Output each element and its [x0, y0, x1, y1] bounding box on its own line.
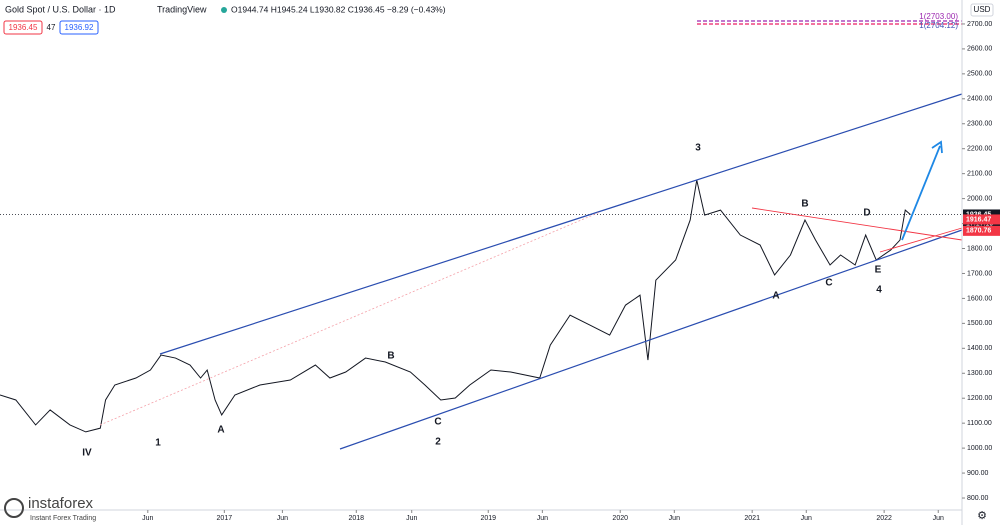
- price-marker: [963, 225, 1000, 236]
- x-tick-label: 2021: [744, 515, 760, 522]
- y-tick-label: 1700.00: [967, 270, 992, 277]
- logo-tagline: Instant Forex Trading: [30, 515, 96, 522]
- lower-channel: [339, 229, 963, 450]
- target-label: 1(2704.12): [919, 21, 958, 30]
- wave-label: 4: [876, 285, 882, 296]
- symbol-title: Gold Spot / U.S. Dollar · 1D: [5, 4, 116, 14]
- currency-box[interactable]: [970, 3, 994, 17]
- buy-price: 1936.92: [65, 23, 94, 32]
- y-tick-label: 2200.00: [967, 146, 992, 153]
- logo-icon: [4, 498, 24, 518]
- sell-box[interactable]: [3, 20, 43, 35]
- price-marker-label: 1916.47: [966, 216, 991, 223]
- triangle-lower: [879, 227, 963, 253]
- y-tick-label: 2600.00: [967, 46, 992, 53]
- target-label: 1(2703.00): [919, 12, 958, 21]
- price-marker-label: 1870.76: [966, 228, 991, 235]
- logo: instaforex: [28, 495, 94, 512]
- x-tick-label: Jun: [406, 515, 417, 522]
- y-tick-label: 2500.00: [967, 71, 992, 78]
- faint-line: [99, 211, 601, 426]
- wave-label: C: [825, 278, 832, 289]
- buy-box[interactable]: [59, 20, 99, 35]
- price-marker: [963, 214, 1000, 225]
- wave-label: IV: [82, 448, 92, 459]
- x-tick-label: Jun: [933, 515, 944, 522]
- wave-label: 2: [435, 437, 441, 448]
- wave-label: B: [801, 199, 808, 210]
- y-tick-label: 1300.00: [967, 370, 992, 377]
- spread: 47: [47, 23, 56, 32]
- y-tick-label: 1500.00: [967, 320, 992, 327]
- x-tick-label: Jun: [537, 515, 548, 522]
- y-tick-label: 900.00: [967, 470, 989, 477]
- y-tick-label: 1200.00: [967, 395, 992, 402]
- wave-label: C: [434, 417, 441, 428]
- x-tick-label: 2017: [217, 515, 233, 522]
- y-tick-label: 2300.00: [967, 121, 992, 128]
- price-line: [0, 180, 911, 433]
- source: TradingView: [157, 4, 207, 14]
- y-tick-label: 2000.00: [967, 195, 992, 202]
- wave-label: B: [387, 351, 394, 362]
- upper-channel: [159, 93, 963, 355]
- x-tick-label: Jun: [801, 515, 812, 522]
- y-tick-label: 1600.00: [967, 295, 992, 302]
- wave-label: E: [875, 265, 882, 276]
- wave-label: A: [217, 425, 224, 436]
- ohlc: O1944.74 H1945.24 L1930.82 C1936.45 −8.2…: [231, 4, 446, 14]
- x-tick-label: Jun: [142, 515, 153, 522]
- x-tick-label: 2022: [876, 515, 892, 522]
- y-tick-label: 2100.00: [967, 171, 992, 178]
- wave-label: D: [863, 208, 870, 219]
- x-tick-label: Jun: [277, 515, 288, 522]
- arrow-head: [931, 140, 943, 154]
- x-tick-label: 2020: [612, 515, 628, 522]
- y-tick-label: 1400.00: [967, 345, 992, 352]
- x-tick-label: Jun: [669, 515, 680, 522]
- wave-label: 3: [695, 143, 701, 154]
- x-tick-label: 2018: [349, 515, 365, 522]
- y-tick-label: 2700.00: [967, 21, 992, 28]
- y-tick-label: 1100.00: [967, 420, 992, 427]
- y-tick-label: 2400.00: [967, 96, 992, 103]
- price-axis: [962, 0, 1000, 525]
- forecast-arrow: [901, 145, 941, 241]
- currency: USD: [974, 5, 991, 14]
- status-dot: [221, 7, 227, 13]
- y-tick-label: 800.00: [967, 495, 989, 502]
- wave-label: A: [772, 291, 779, 302]
- y-tick-label: 1800.00: [967, 245, 992, 252]
- triangle-upper: [751, 207, 963, 241]
- x-tick-label: 2019: [480, 515, 496, 522]
- y-tick-label: 1000.00: [967, 445, 992, 452]
- settings-icon[interactable]: ⚙: [977, 510, 987, 522]
- wave-label: 1: [155, 438, 161, 449]
- sell-price: 1936.45: [9, 23, 38, 32]
